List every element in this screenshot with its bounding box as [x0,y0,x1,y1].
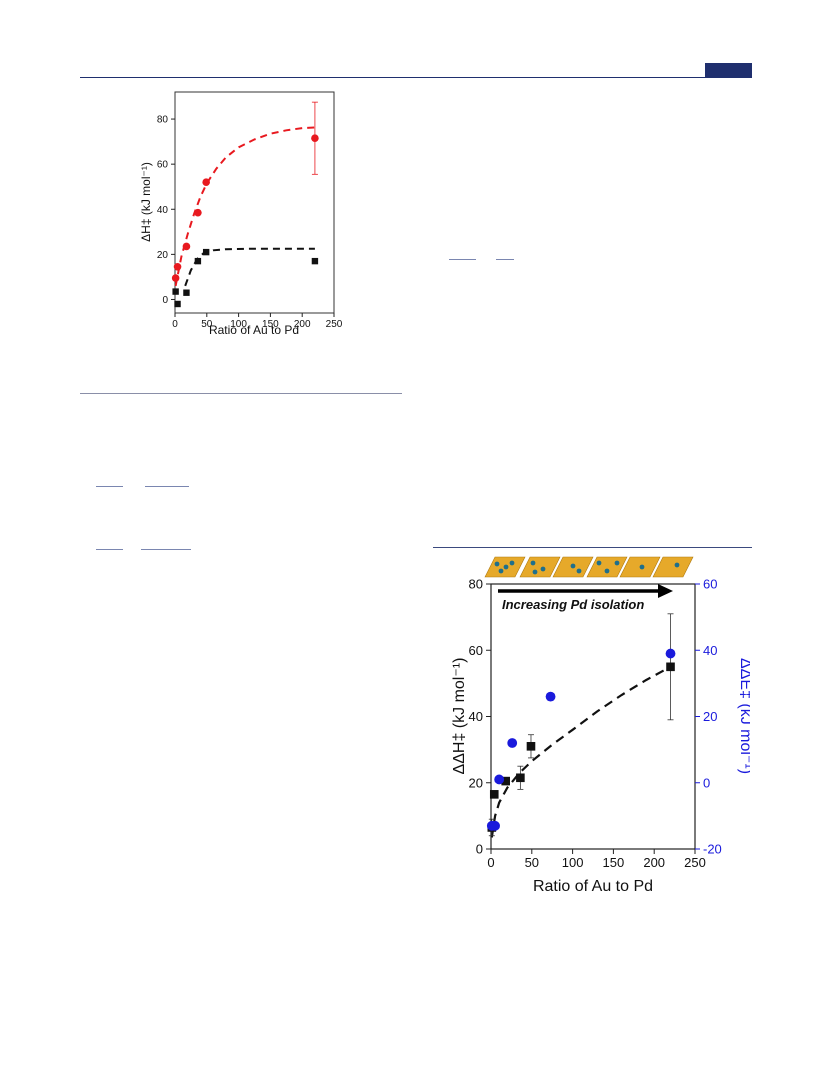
y-tick-label: 80 [469,577,483,592]
data-point [311,134,319,143]
plot-frame [490,583,696,850]
underline-mark [96,549,123,550]
y-tick-label: 40 [469,709,483,724]
x-tick-label: 200 [643,855,665,870]
underline-mark [145,486,189,487]
y2-tick-label: 40 [703,643,717,658]
data-point [194,257,202,265]
chart-marks [486,613,676,838]
y-tick-label: 60 [469,643,483,658]
underline-mark [496,259,514,260]
x-tick-label: 100 [230,319,247,330]
data-point [194,208,202,217]
data-point [494,774,505,785]
data-point [526,742,536,751]
x-tick-label: 50 [201,319,213,330]
data-point [516,773,525,783]
caption-rule-left [80,393,402,394]
delta-enthalpy-chart: 0 50 100 150 200 250 0 20 40 60 80 -20 0 20 40 60 Incre… [451,556,750,895]
underline-mark [96,486,123,487]
y2-tick-label: 20 [703,709,717,724]
data-point [507,738,518,748]
surface-models [484,556,694,578]
caption-rule-right [433,547,752,548]
x-tick-label: 200 [294,319,311,330]
data-point [202,178,210,187]
plot-frame [174,91,335,314]
fit-curve [490,665,672,838]
underline-mark [449,259,476,260]
data-point [172,288,179,295]
data-point [665,648,676,659]
data-point [545,691,556,702]
y-axis-label: ΔΔH‡ (kJ mol⁻¹) [451,658,468,775]
x-axis-label: Ratio of Au to Pd [533,878,653,895]
x-tick-label: 50 [525,855,539,870]
data-point [174,300,181,308]
x-tick-label: 0 [172,319,178,330]
x-axis-label: Ratio of Au to Pd [209,323,299,337]
y-tick-label: 40 [157,205,169,216]
data-point [182,242,191,251]
y-tick-label: 0 [162,295,168,306]
x-tick-label: 0 [487,855,494,870]
chart-marks [171,101,319,308]
data-point [183,289,190,296]
data-point [311,257,319,265]
data-point [501,776,510,786]
header-rule [80,77,752,78]
fit-curve [174,126,315,287]
x-tick-label: 100 [562,855,584,870]
data-point [173,262,182,271]
y-axis-label: ΔH‡ (kJ mol⁻¹) [139,162,153,242]
axes: 0 50 100 150 200 250 0 20 40 60 80 -20 0 20 40 60 [469,577,722,870]
fit-curve [184,247,315,287]
data-point [202,248,210,256]
data-point [489,790,499,799]
y-tick-label: 20 [157,250,169,261]
x-tick-label: 150 [262,319,279,330]
y-tick-label: 0 [476,842,483,857]
y2-tick-label: 0 [703,775,710,790]
header-tab [705,63,752,78]
y-tick-label: 80 [157,115,169,126]
enthalpy-chart: 0 50 100 150 200 250 0 20 40 60 80 Ratio of Au to … [139,91,343,337]
x-tick-label: 250 [684,855,706,870]
y2-tick-label: 60 [703,577,717,592]
data-point [666,662,675,672]
underline-mark [141,549,191,550]
y2-tick-label: -20 [703,842,722,857]
axes: 0 50 100 150 200 250 0 20 40 60 80 [157,115,343,330]
y-tick-label: 20 [469,775,483,790]
y2-axis-label: ΔΔE‡ (kJ mol⁻¹) [737,658,750,774]
isolation-label: Increasing Pd isolation [502,597,644,612]
data-point [171,274,180,282]
x-tick-label: 250 [326,319,343,330]
x-tick-label: 150 [603,855,625,870]
isolation-arrow [498,584,673,598]
y-tick-label: 60 [157,160,169,171]
data-point [490,820,500,831]
